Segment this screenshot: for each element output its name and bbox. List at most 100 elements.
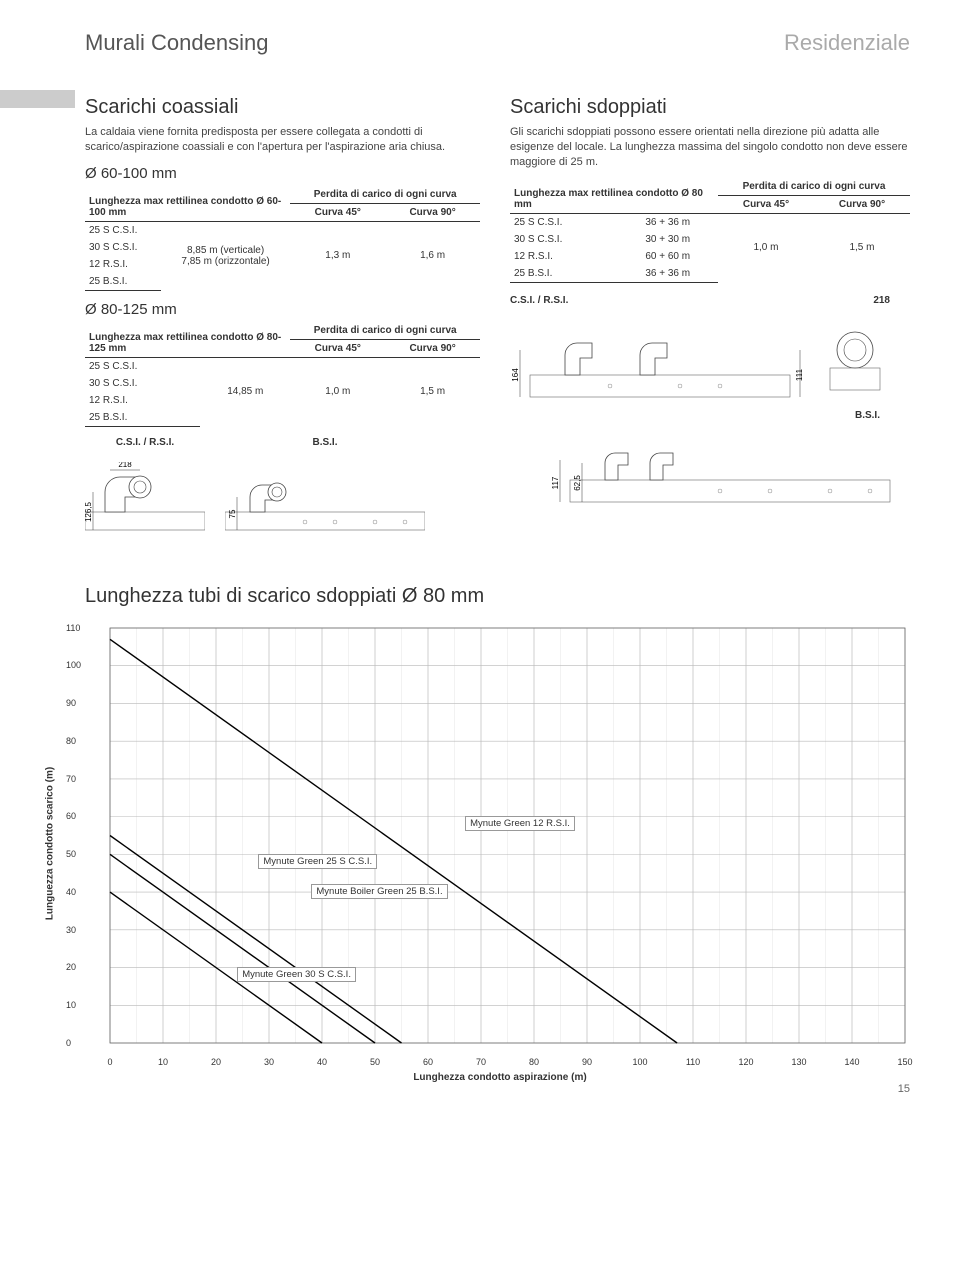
t80-r1: 25 S C.S.I. [85, 357, 200, 375]
svg-text:126,5: 126,5 [85, 501, 93, 522]
t60-r4: 25 B.S.I. [85, 273, 161, 291]
chart: Lunguezza condotto scarico (m) Lunghezza… [90, 623, 910, 1053]
svg-text:111: 111 [795, 368, 804, 381]
chart-ylabel: Lunguezza condotto scarico (m) [45, 767, 56, 920]
sp-v45: 1,0 m [718, 213, 814, 282]
xtick: 100 [632, 1057, 647, 1067]
chart-line-label: Mynute Green 30 S C.S.I. [237, 967, 356, 982]
coax-dia-csi-title: C.S.I. / R.S.I. [85, 437, 205, 448]
xtick: 90 [582, 1057, 592, 1067]
chart-line-label: Mynute Green 25 S C.S.I. [258, 854, 377, 869]
chart-line-label: Mynute Green 12 R.S.I. [465, 816, 575, 831]
sidebar-stripe [0, 90, 75, 108]
xtick: 130 [791, 1057, 806, 1067]
ytick: 0 [66, 1038, 71, 1048]
t80-mid: 14,85 m [200, 357, 290, 426]
ytick: 10 [66, 1000, 76, 1010]
sp-c45: Curva 45° [718, 195, 814, 213]
svg-text:62,5: 62,5 [573, 474, 582, 490]
xtick: 10 [158, 1057, 168, 1067]
svg-text:218: 218 [118, 462, 132, 469]
svg-text:117: 117 [551, 476, 560, 489]
sp-r1: 25 S C.S.I. [510, 213, 617, 231]
split-dia-bsi: 117 62,5 [510, 435, 910, 505]
coax-dia-bsi-title: B.S.I. [225, 437, 425, 448]
t60-r3: 12 R.S.I. [85, 256, 161, 273]
coax-dia-bsi: 75 [225, 462, 425, 532]
ytick: 30 [66, 925, 76, 935]
split-dia-csi-title: C.S.I. / R.S.I. [510, 295, 568, 306]
xtick: 150 [897, 1057, 912, 1067]
chart-svg [90, 623, 910, 1053]
t60-r1: 25 S C.S.I. [85, 221, 161, 239]
t60-r2: 30 S C.S.I. [85, 239, 161, 256]
split-dia-csi-dim: 218 [873, 295, 890, 306]
sp-v90: 1,5 m [814, 213, 910, 282]
chart-xlabel: Lunghezza condotto aspirazione (m) [413, 1072, 586, 1083]
xtick: 40 [317, 1057, 327, 1067]
table-coax-80: Lunghezza max rettilinea condotto Ø 80-1… [85, 322, 480, 427]
t80-v90: 1,5 m [385, 357, 480, 426]
coax-60-heading: Ø 60-100 mm [85, 165, 480, 182]
ytick: 60 [66, 811, 76, 821]
t80-c90: Curva 90° [385, 339, 480, 357]
header-right: Residenziale [784, 30, 910, 56]
svg-text:75: 75 [228, 509, 237, 518]
svg-text:164: 164 [511, 367, 520, 381]
ytick: 80 [66, 736, 76, 746]
t80-perdita: Perdita di carico di ogni curva [290, 322, 480, 340]
split-desc: Gli scarichi sdoppiati possono essere or… [510, 125, 910, 170]
split-dia-csi: 164 111 [510, 320, 910, 400]
split-title: Scarichi sdoppiati [510, 96, 910, 119]
t80-r3: 12 R.S.I. [85, 392, 200, 409]
t60-c45: Curva 45° [290, 203, 385, 221]
xtick: 70 [476, 1057, 486, 1067]
ytick: 70 [66, 774, 76, 784]
header-left: Murali Condensing [85, 30, 268, 56]
coax-80-heading: Ø 80-125 mm [85, 301, 480, 318]
t80-h1: Lunghezza max rettilinea condotto Ø 80-1… [85, 322, 290, 358]
xtick: 110 [686, 1057, 700, 1067]
xtick: 140 [844, 1057, 859, 1067]
t60-v45: 1,3 m [290, 221, 385, 290]
sp-c90: Curva 90° [814, 195, 910, 213]
t80-r4: 25 B.S.I. [85, 409, 200, 427]
t80-c45: Curva 45° [290, 339, 385, 357]
ytick: 100 [66, 660, 81, 670]
coax-dia-csi: 218 126,5 [85, 462, 205, 532]
sp-r3v: 60 + 60 m [617, 248, 718, 265]
sp-r4v: 36 + 36 m [617, 265, 718, 283]
t60-h1: Lunghezza max rettilinea condotto Ø 60-1… [85, 186, 290, 222]
ytick: 20 [66, 962, 76, 972]
coax-diagrams: C.S.I. / R.S.I. 218 126,5 B.S.I. [85, 437, 480, 532]
table-split: Lunghezza max rettilinea condotto Ø 80 m… [510, 178, 910, 283]
xtick: 80 [529, 1057, 539, 1067]
t80-r2: 30 S C.S.I. [85, 375, 200, 392]
split-section: Scarichi sdoppiati Gli scarichi sdoppiat… [510, 96, 910, 557]
chart-title: Lunghezza tubi di scarico sdoppiati Ø 80… [85, 585, 910, 608]
coax-title: Scarichi coassiali [85, 96, 480, 119]
ytick: 40 [66, 887, 76, 897]
chart-line-label: Mynute Boiler Green 25 B.S.I. [311, 884, 447, 899]
t60-v90: 1,6 m [385, 221, 480, 290]
sp-r2v: 30 + 30 m [617, 231, 718, 248]
xtick: 30 [264, 1057, 274, 1067]
t60-perdita: Perdita di carico di ogni curva [290, 186, 480, 204]
xtick: 50 [370, 1057, 380, 1067]
t60-mid: 8,85 m (verticale) 7,85 m (orizzontale) [161, 221, 291, 290]
split-diagrams: C.S.I. / R.S.I. 218 164 111 B.S.I. [510, 295, 910, 505]
xtick: 60 [423, 1057, 433, 1067]
coax-desc: La caldaia viene fornita predisposta per… [85, 125, 480, 155]
sp-perdita: Perdita di carico di ogni curva [718, 178, 910, 196]
page-number: 15 [85, 1083, 910, 1095]
sp-r3: 12 R.S.I. [510, 248, 617, 265]
sp-r1v: 36 + 36 m [617, 213, 718, 231]
ytick: 90 [66, 698, 76, 708]
sp-r2: 30 S C.S.I. [510, 231, 617, 248]
sp-h1: Lunghezza max rettilinea condotto Ø 80 m… [510, 178, 718, 214]
split-dia-bsi-title: B.S.I. [510, 410, 880, 421]
xtick: 0 [107, 1057, 112, 1067]
sp-r4: 25 B.S.I. [510, 265, 617, 283]
ytick: 110 [66, 623, 80, 633]
ytick: 50 [66, 849, 76, 859]
